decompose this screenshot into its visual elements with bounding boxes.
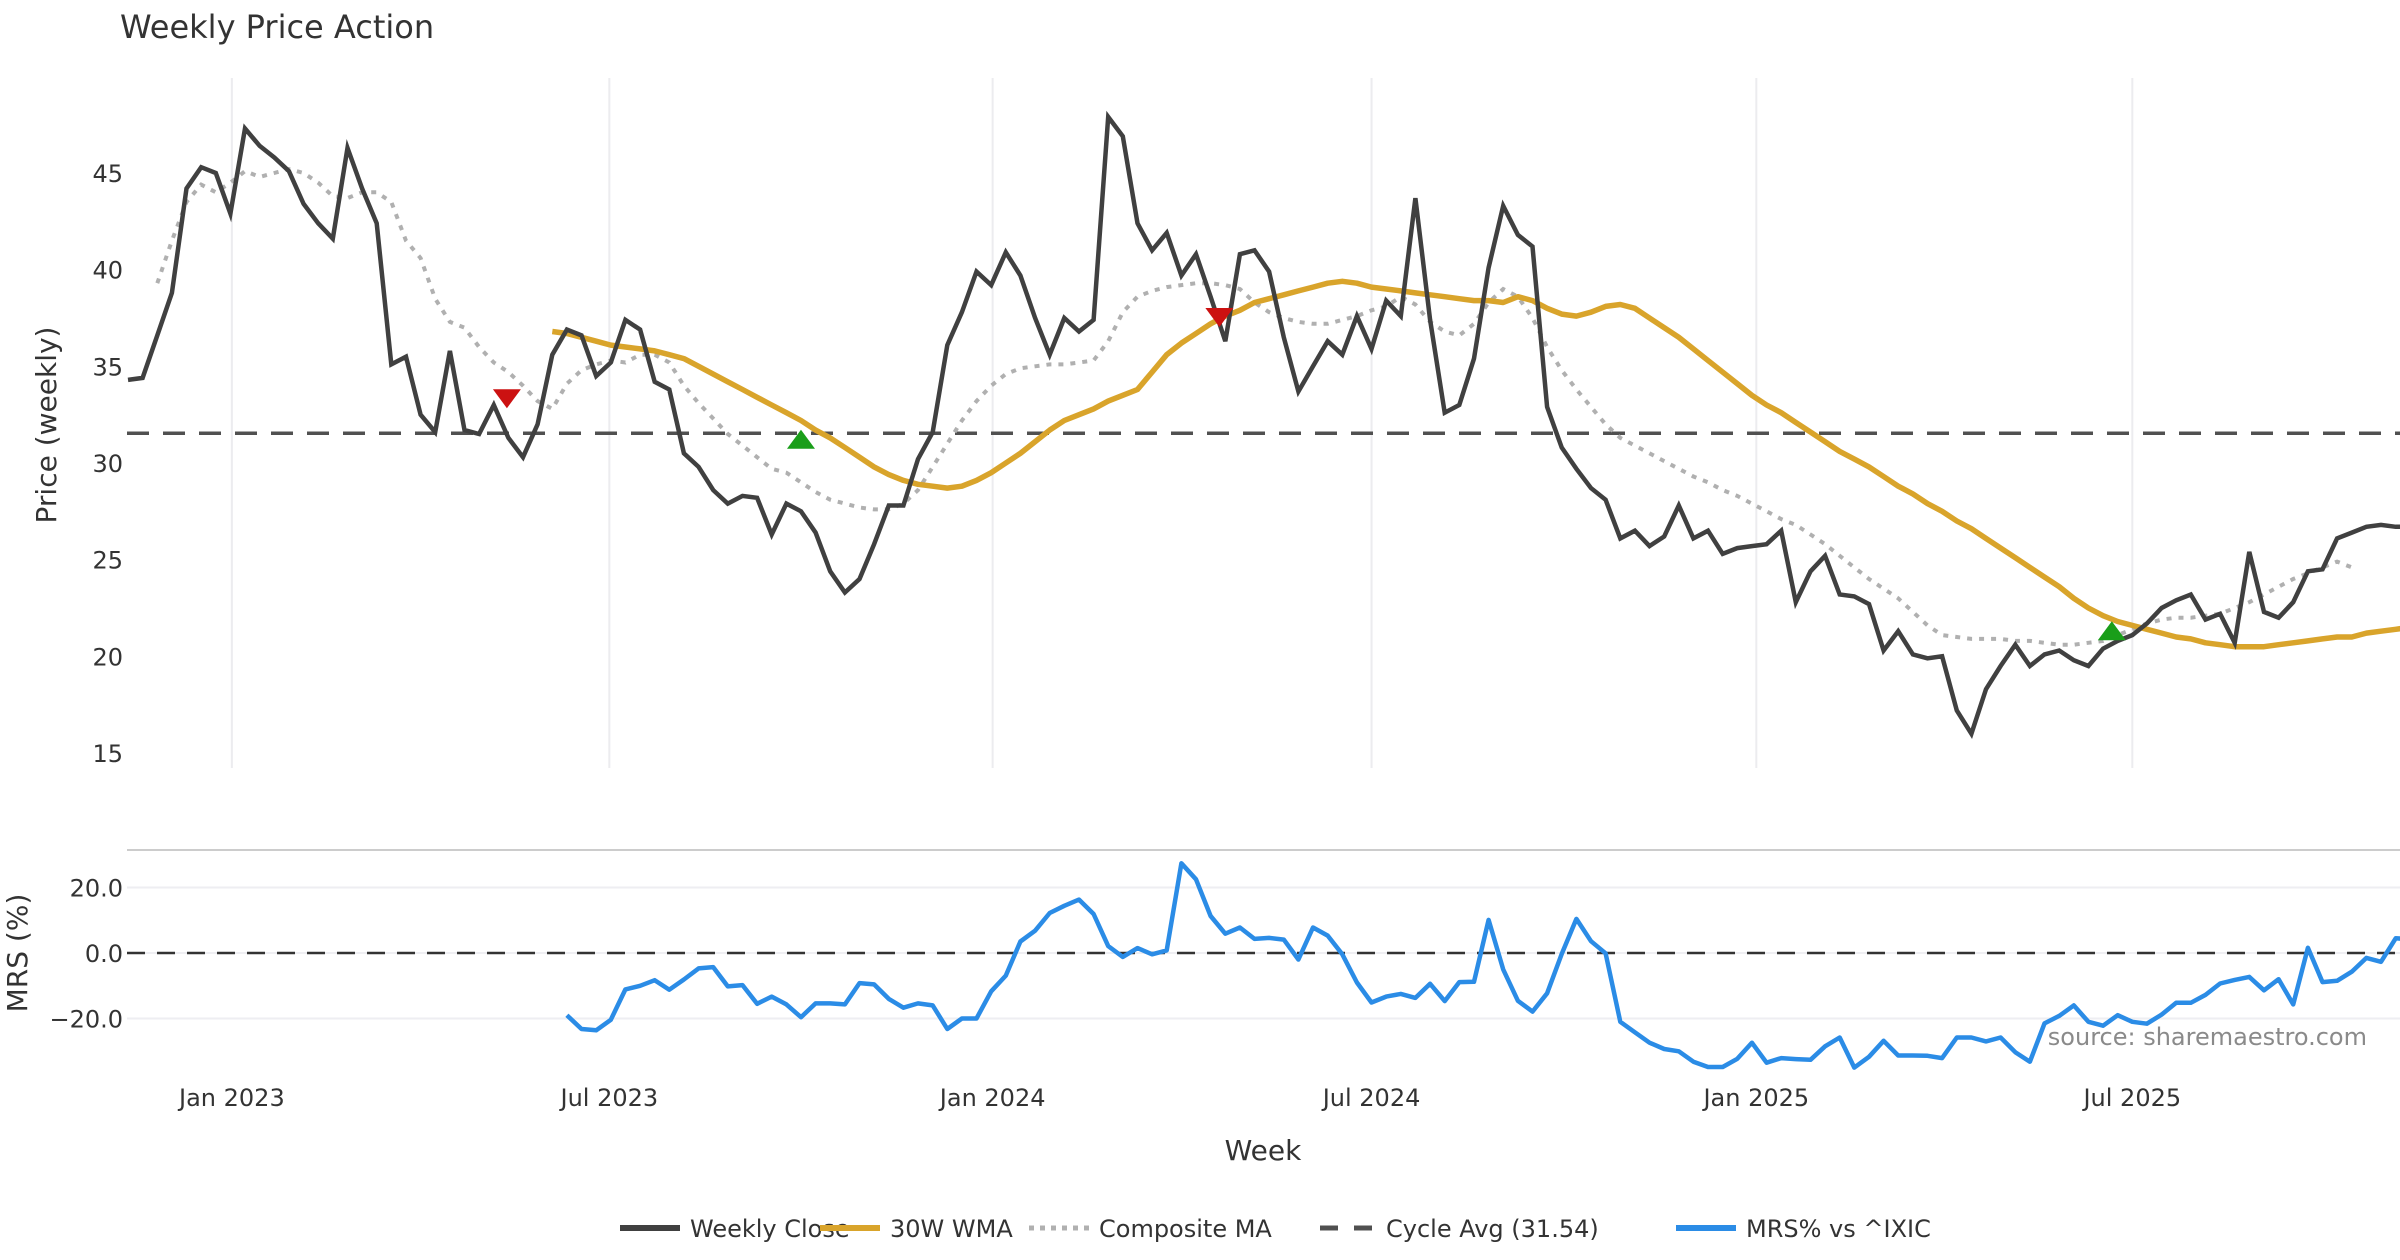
legend-item: Cycle Avg (31.54) — [1320, 1215, 1599, 1243]
mrs-y-tick-label: 20.0 — [70, 875, 123, 903]
legend-label: MRS% vs ^IXIC — [1746, 1215, 1931, 1243]
wma-30w-line — [551, 278, 2400, 650]
mrs-y-tick-label: −20.0 — [49, 1006, 123, 1034]
x-tick-label: Jul 2025 — [2081, 1084, 2181, 1112]
price-y-axis-label: Price (weekly) — [30, 327, 63, 524]
legend: Weekly Close 30W WMA Composite MA Cycle Avg… — [620, 1215, 1931, 1243]
buy-signal-marker — [2097, 621, 2126, 641]
mrs-line — [565, 861, 2400, 1070]
x-tick-label: Jul 2024 — [1321, 1084, 1421, 1112]
legend-item: 30W WMA — [820, 1215, 1013, 1243]
price-y-tick-label: 25 — [92, 547, 123, 575]
x-tick-label: Jan 2023 — [177, 1084, 285, 1112]
legend-label: 30W WMA — [890, 1215, 1013, 1243]
mrs-y-axis: 20.0 0.0 −20.0 — [49, 875, 123, 1034]
legend-label: Cycle Avg (31.54) — [1386, 1215, 1599, 1243]
x-tick-label: Jul 2023 — [558, 1084, 658, 1112]
price-y-tick-label: 20 — [92, 643, 123, 671]
x-tick-label: Jan 2025 — [1701, 1084, 1809, 1112]
legend-item: Composite MA — [1029, 1215, 1272, 1243]
x-axis: Jan 2023 Jul 2023 Jan 2024 Jul 2024 Jan 2025… — [177, 1084, 2181, 1112]
weekly-close-line — [127, 110, 2400, 739]
legend-item: Weekly Close — [620, 1215, 850, 1243]
price-y-tick-label: 35 — [92, 353, 123, 381]
mrs-y-axis-label: MRS (%) — [1, 894, 34, 1013]
x-axis-label: Week — [1225, 1134, 1302, 1167]
sell-signal-marker — [1205, 307, 1234, 327]
sell-signal-marker — [492, 389, 521, 409]
source-watermark: source: sharemaestro.com — [2048, 1023, 2367, 1051]
price-y-tick-label: 30 — [92, 450, 123, 478]
buy-signal-marker — [786, 429, 815, 449]
price-y-axis: 15 20 25 30 35 40 45 — [92, 160, 123, 768]
price-y-tick-label: 15 — [92, 740, 123, 768]
price-panel-gridlines — [230, 78, 2134, 768]
x-tick-label: Jan 2024 — [938, 1084, 1046, 1112]
price-y-tick-label: 40 — [92, 257, 123, 285]
price-y-tick-label: 45 — [92, 160, 123, 188]
chart-title: Weekly Price Action — [120, 8, 434, 46]
mrs-y-tick-label: 0.0 — [85, 940, 123, 968]
signal-markers — [492, 307, 2126, 641]
composite-ma-line — [155, 167, 2353, 647]
legend-item: MRS% vs ^IXIC — [1676, 1215, 1931, 1243]
legend-label: Composite MA — [1099, 1215, 1272, 1243]
